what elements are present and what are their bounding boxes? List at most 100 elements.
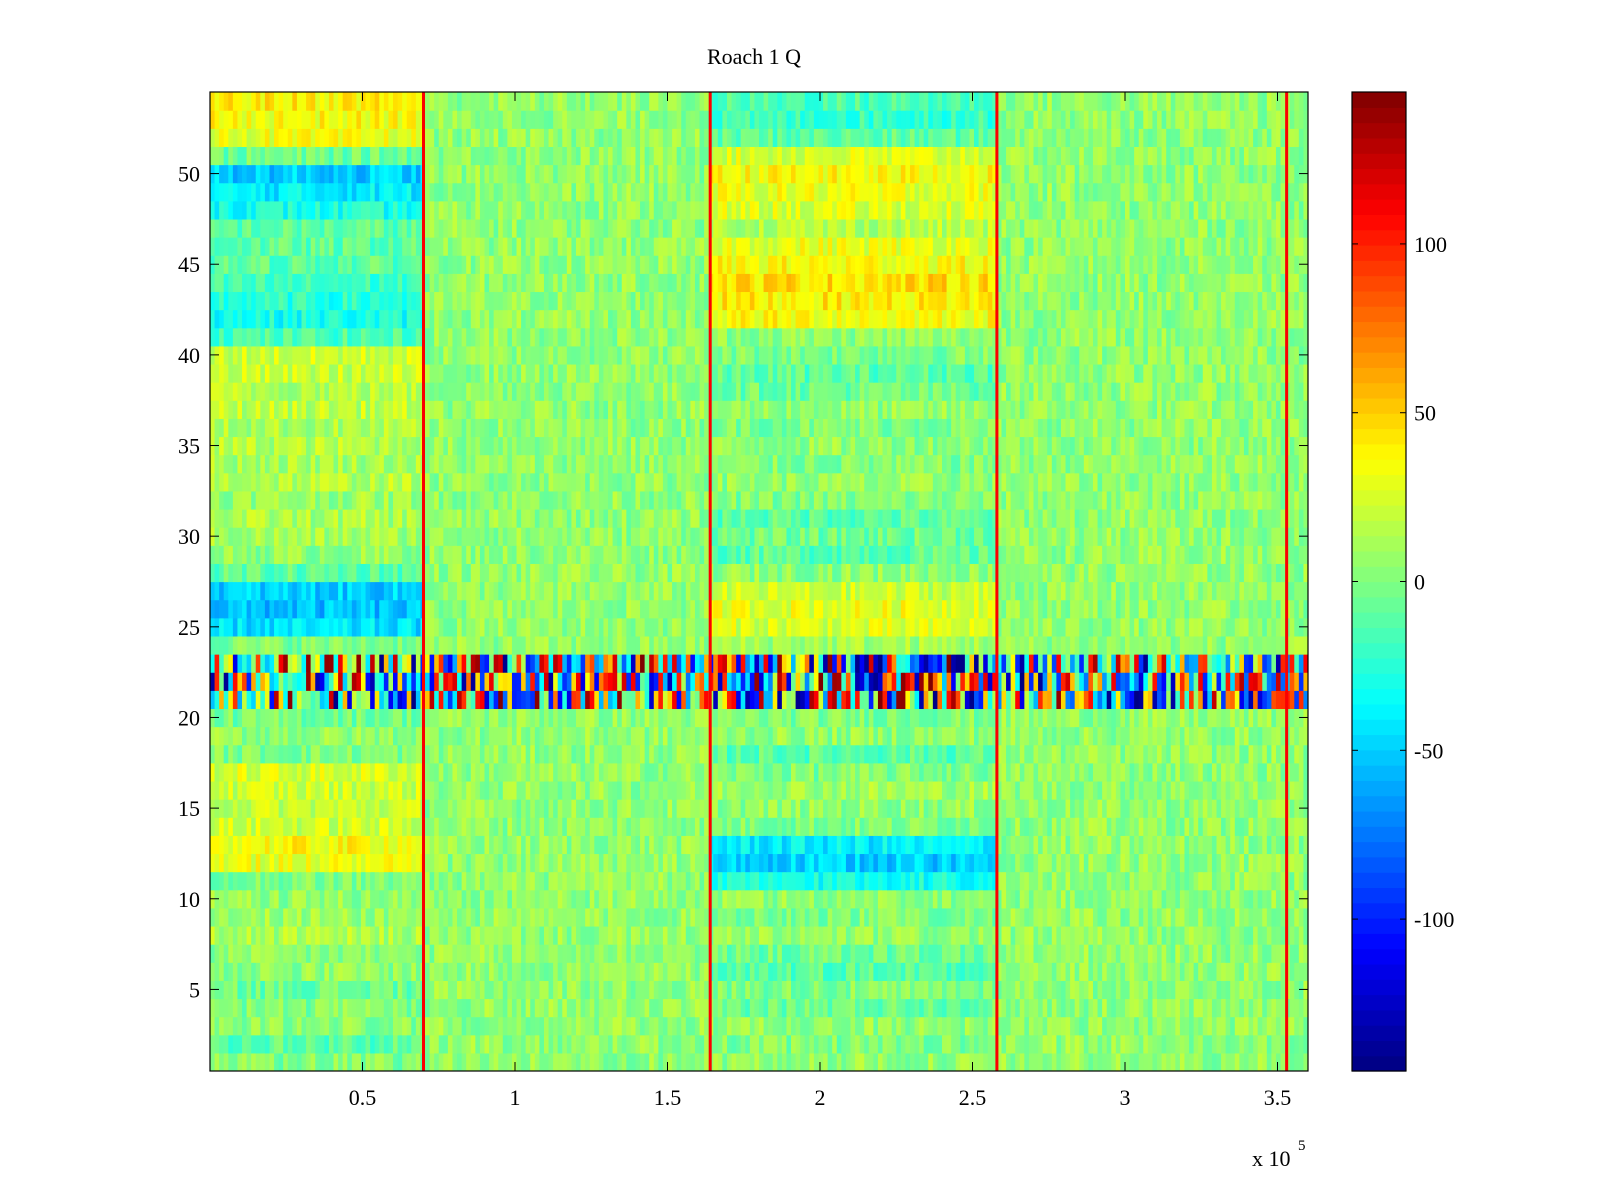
heatmap-cell [882, 1052, 888, 1071]
heatmap-cell [1271, 889, 1277, 909]
heatmap-cell [374, 871, 380, 891]
heatmap-cell [1111, 871, 1117, 891]
heatmap-cell [717, 690, 723, 710]
heatmap-cell [269, 853, 275, 873]
heatmap-cell [635, 690, 641, 710]
heatmap-cell [1138, 980, 1144, 1000]
heatmap-cell [283, 835, 289, 855]
heatmap-cell [978, 998, 984, 1018]
heatmap-cell [694, 1034, 701, 1054]
heatmap-cell [1211, 925, 1218, 945]
heatmap-cell [612, 907, 618, 927]
heatmap-cell [466, 871, 472, 891]
heatmap-cell [370, 907, 376, 927]
heatmap-cell [1248, 944, 1254, 963]
heatmap-cell [612, 853, 618, 873]
heatmap-cell [1060, 762, 1067, 782]
heatmap-cell [1211, 708, 1218, 728]
heatmap-cell [974, 889, 980, 909]
heatmap-cell [543, 998, 550, 1018]
heatmap-cell [438, 889, 444, 909]
heatmap-cell [242, 853, 248, 873]
heatmap-cell [255, 762, 261, 782]
heatmap-cell [868, 1052, 874, 1071]
heatmap-cell [1289, 708, 1295, 728]
heatmap-cell [855, 726, 861, 746]
heatmap-cell [296, 944, 303, 963]
heatmap-cell [690, 708, 696, 728]
heatmap-cell [1170, 1016, 1176, 1036]
heatmap-cell [749, 690, 756, 710]
heatmap-cell [580, 708, 586, 728]
heatmap-cell [626, 944, 632, 963]
heatmap-cell [891, 762, 897, 782]
heatmap-cell [1079, 1052, 1085, 1071]
heatmap-cell [649, 762, 655, 782]
heatmap-cell [1015, 762, 1021, 782]
heatmap-cell [658, 726, 664, 746]
heatmap-cell [521, 962, 527, 981]
heatmap-cell [905, 871, 911, 891]
heatmap-cell [1303, 780, 1308, 800]
heatmap-cell [1289, 1016, 1295, 1036]
heatmap-cell [1298, 835, 1305, 855]
heatmap-cell [964, 726, 971, 746]
heatmap-cell [1015, 817, 1021, 836]
heatmap-cell [909, 907, 916, 927]
heatmap-cell [951, 835, 957, 855]
heatmap-cell [242, 980, 248, 1000]
heatmap-cell [978, 871, 984, 891]
heatmap-cell [507, 690, 513, 710]
heatmap-cell [1294, 780, 1300, 800]
heatmap-cell [726, 889, 733, 909]
heatmap-cell [1166, 1016, 1172, 1036]
heatmap-cell [571, 780, 577, 800]
heatmap-cell [759, 1052, 765, 1071]
heatmap-cell [827, 925, 833, 945]
heatmap-cell [681, 762, 687, 782]
heatmap-cell [589, 762, 595, 782]
heatmap-cell [534, 889, 540, 909]
heatmap-cell [992, 1016, 998, 1036]
heatmap-cell [1257, 835, 1263, 855]
heatmap-cell [301, 944, 307, 963]
heatmap-cell [292, 744, 298, 764]
heatmap-cell [699, 889, 705, 909]
heatmap-cell [1010, 944, 1016, 963]
heatmap-cell [562, 1016, 568, 1036]
heatmap-cell [1042, 944, 1048, 963]
heatmap-cell [759, 980, 765, 1000]
heatmap-cell [475, 925, 481, 945]
heatmap-cell [649, 817, 655, 836]
heatmap-cell [1239, 799, 1245, 818]
heatmap-cell [745, 944, 751, 963]
heatmap-cell [479, 907, 486, 927]
heatmap-cell [1056, 980, 1062, 1000]
heatmap-cell [1047, 726, 1053, 746]
heatmap-cell [955, 744, 961, 764]
heatmap-cell [736, 889, 742, 909]
heatmap-cell [351, 780, 357, 800]
heatmap-cell [274, 817, 280, 836]
heatmap-cell [1115, 1016, 1122, 1036]
heatmap-cell [1051, 762, 1057, 782]
heatmap-cell [772, 962, 778, 981]
heatmap-cell [447, 708, 454, 728]
heatmap-cell [813, 780, 820, 800]
heatmap-cell [777, 889, 783, 909]
heatmap-cell [726, 817, 733, 836]
heatmap-cell [296, 1016, 303, 1036]
heatmap-cell [425, 1016, 431, 1036]
heatmap-cell [704, 853, 710, 873]
heatmap-cell [214, 944, 220, 963]
heatmap-cell [434, 853, 440, 873]
heatmap-cell [1147, 907, 1154, 927]
heatmap-cell [1001, 871, 1007, 891]
heatmap-cell [1028, 780, 1035, 800]
heatmap-cell [987, 1016, 993, 1036]
heatmap-cell [928, 726, 934, 746]
heatmap-cell [356, 980, 362, 1000]
heatmap-cell [772, 889, 778, 909]
heatmap-cell [333, 708, 339, 728]
heatmap-cell [237, 925, 243, 945]
